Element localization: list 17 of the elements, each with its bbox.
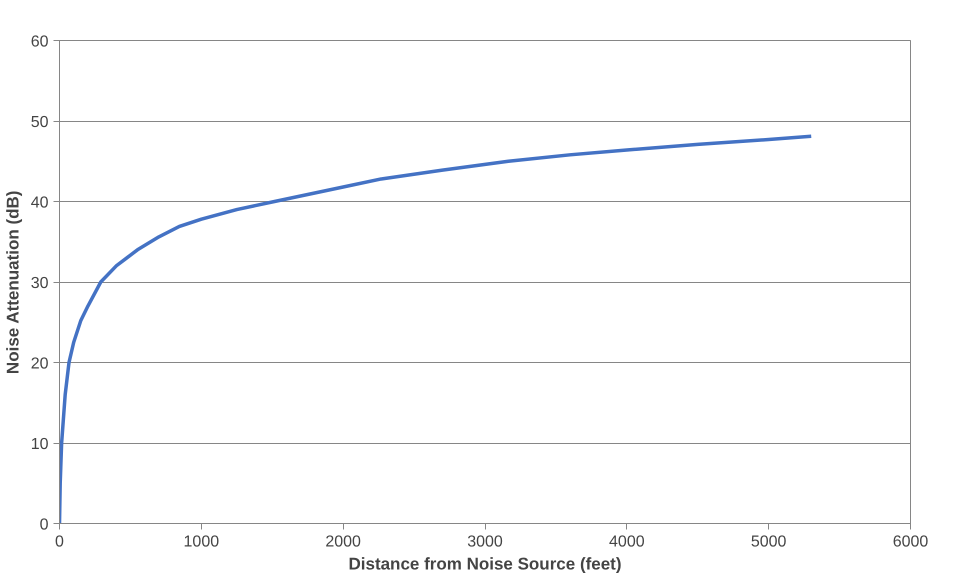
y-axis-title: Noise Attenuation (dB) xyxy=(4,190,23,374)
x-tick-label: 3000 xyxy=(467,534,503,550)
x-tick-label: 4000 xyxy=(609,534,645,550)
y-tick-label: 20 xyxy=(30,356,49,372)
y-tick-label: 30 xyxy=(30,275,49,292)
x-tick-label: 2000 xyxy=(325,534,362,550)
x-tick-label: 6000 xyxy=(892,534,928,550)
line-series xyxy=(60,134,813,524)
x-axis-title: Distance from Noise Source (feet) xyxy=(348,554,622,574)
x-tick-label: 5000 xyxy=(750,534,787,550)
x-tick-label: 1000 xyxy=(184,534,220,550)
y-tick-label: 50 xyxy=(30,114,49,131)
y-tick-label: 0 xyxy=(40,516,49,534)
x-tick-label: 0 xyxy=(55,534,64,550)
y-tick-label: 60 xyxy=(30,34,49,50)
y-tick-label: 40 xyxy=(30,194,49,212)
y-tick-label: 10 xyxy=(30,436,49,453)
